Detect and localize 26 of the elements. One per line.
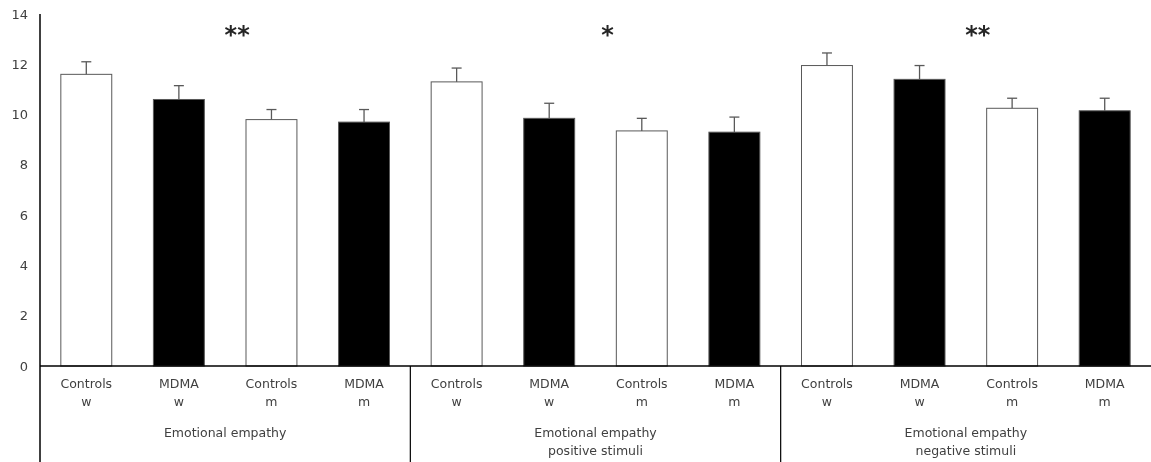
text: Emotional empathy positive stimuli (534, 425, 658, 458)
y-tick-label: 6 (19, 207, 28, 223)
x-tick-label: Controls w (430, 376, 483, 409)
annotation: * (601, 20, 615, 49)
y-tick-label: 14 (11, 6, 28, 22)
y-tick-label: 8 (19, 157, 28, 173)
x-tick-label: Controls m (986, 376, 1038, 409)
x-tick-label: MDMA m (714, 376, 755, 409)
annotation: ** (965, 20, 991, 49)
x-tick-label: MDMA w (899, 376, 940, 409)
y-tick-label: 12 (11, 56, 28, 72)
y-tick-label: 4 (19, 257, 28, 273)
x-tick-label: MDMA w (529, 376, 570, 409)
x-tick-label: Controls w (60, 376, 113, 409)
x-tick-label: MDMA w (159, 376, 200, 409)
y-tick-label: 10 (11, 107, 28, 123)
annotation: ** (224, 20, 251, 49)
y-tick-label: 2 (19, 308, 28, 324)
x-tick-label: MDMA m (344, 376, 385, 409)
x-tick-label: Controls m (615, 376, 668, 409)
x-tick-label: MDMA m (1084, 376, 1126, 409)
x-tick-label: Controls m (245, 376, 298, 409)
y-tick-label: 0 (19, 358, 28, 374)
text: Emotional empathy negative stimuli (904, 425, 1028, 458)
x-tick-label: Controls w (801, 376, 853, 409)
text: Emotional empathy (163, 425, 287, 440)
